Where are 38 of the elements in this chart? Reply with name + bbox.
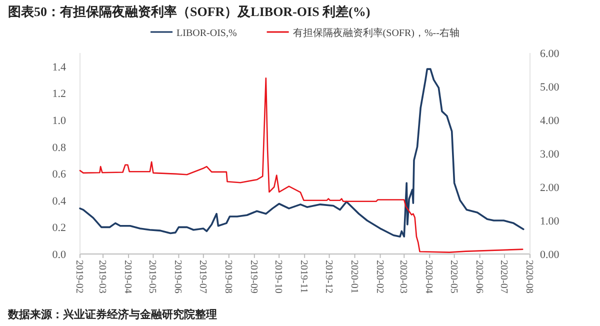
y-tick-label: 1.4 bbox=[52, 61, 66, 74]
x-tick-label: 2019-10 bbox=[272, 260, 284, 294]
y2-tick-label: 2.00 bbox=[540, 182, 560, 194]
y-tick-label: 0.8 bbox=[52, 142, 66, 154]
source-note: 数据来源：兴业证券经济与金融研究院整理 bbox=[7, 308, 217, 321]
y-tick-label: 0.4 bbox=[52, 195, 66, 208]
x-tick-label: 2020-03 bbox=[398, 260, 409, 294]
x-tick-label: 2019-08 bbox=[222, 260, 234, 294]
y2-tick-label: 5.00 bbox=[540, 82, 560, 94]
x-tick-label: 2020-06 bbox=[473, 260, 484, 294]
x-tick-label: 2019-04 bbox=[122, 260, 134, 294]
y-tick-label: 1.2 bbox=[52, 88, 66, 100]
y-tick-label: 1.0 bbox=[52, 115, 66, 127]
legend-label: 有担保隔夜融资利率(SOFR)，%--右轴 bbox=[292, 27, 460, 39]
x-tick-label: 2019-03 bbox=[96, 260, 108, 294]
x-tick-label: 2019-09 bbox=[248, 260, 259, 294]
x-tick-label: 2019-12 bbox=[322, 260, 334, 294]
y2-tick-label: 1.00 bbox=[540, 216, 560, 228]
x-tick-label: 2019-05 bbox=[146, 260, 158, 294]
chart-title: 图表50：有担保隔夜融资利率（SOFR）及LIBOR-OIS 利差(%) bbox=[8, 4, 370, 19]
y2-tick-label: 6.00 bbox=[540, 48, 560, 60]
y-tick-label: 0.6 bbox=[52, 168, 66, 181]
y2-tick-label: 0.00 bbox=[540, 249, 560, 261]
y-tick-label: 0.2 bbox=[52, 222, 66, 234]
y2-tick-label: 3.00 bbox=[540, 148, 560, 160]
x-tick-label: 2019-07 bbox=[196, 260, 208, 294]
x-tick-label: 2020-04 bbox=[423, 260, 434, 294]
y2-tick-label: 4.00 bbox=[540, 115, 560, 127]
y-tick-label: 0.0 bbox=[52, 249, 66, 261]
legend-label: LIBOR-OIS,% bbox=[176, 28, 237, 39]
x-tick-label: 2020-01 bbox=[348, 260, 360, 294]
x-tick-label: 2019-11 bbox=[298, 260, 310, 293]
x-tick-label: 2019-06 bbox=[172, 260, 184, 294]
x-tick-label: 2020-08 bbox=[524, 260, 534, 294]
x-tick-label: 2020-05 bbox=[448, 260, 459, 294]
x-tick-label: 2020-02 bbox=[374, 260, 385, 294]
x-tick-label: 2020-07 bbox=[498, 260, 509, 294]
x-tick-label: 2019-02 bbox=[74, 260, 84, 294]
